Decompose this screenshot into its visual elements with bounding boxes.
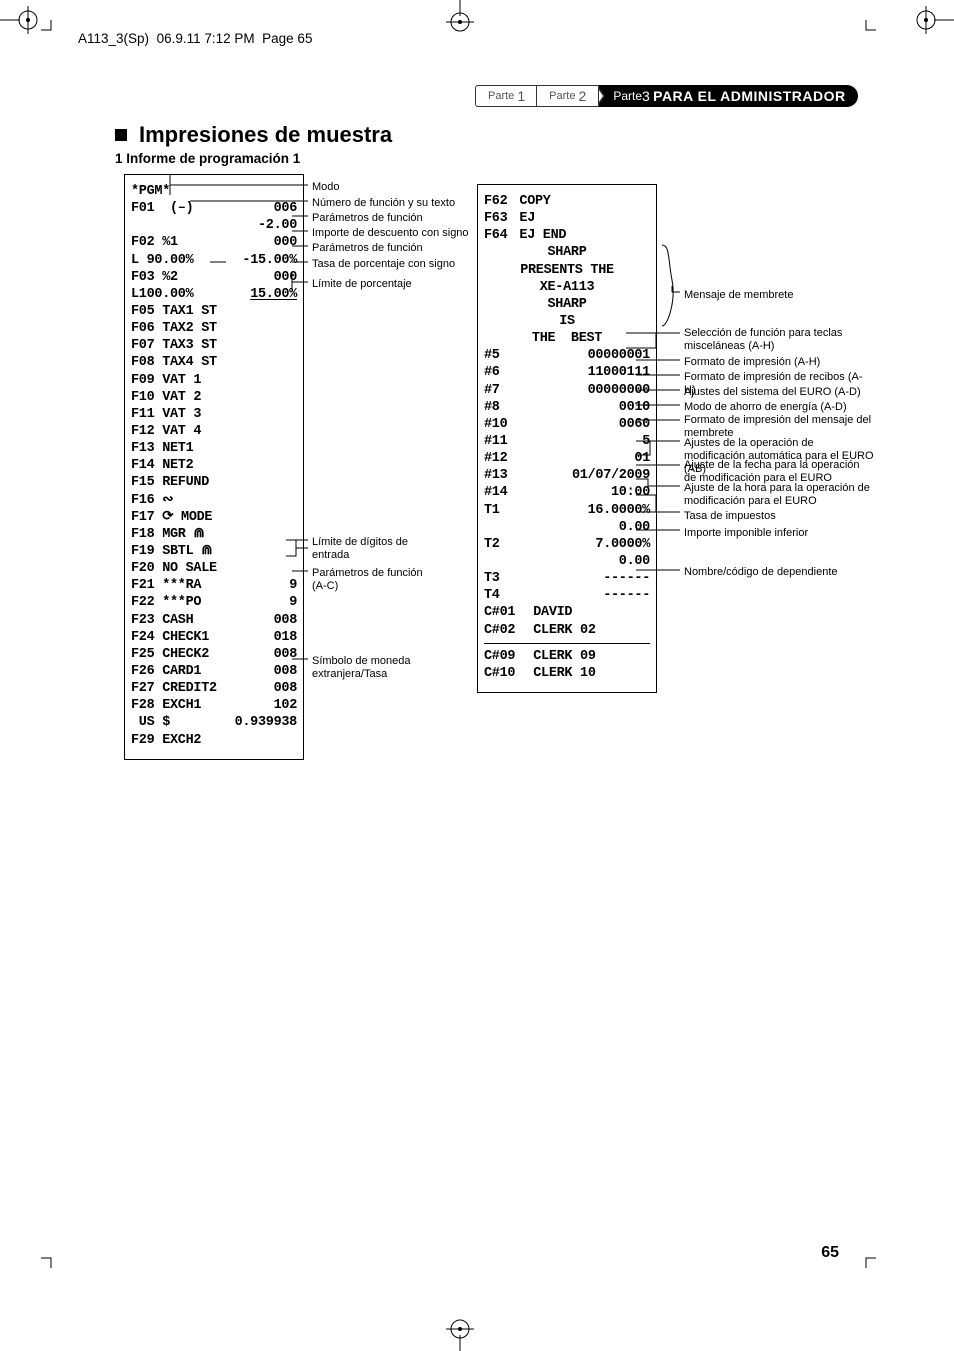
receipt-row: F11 VAT 3 (131, 406, 297, 423)
receipt-row: F27 CREDIT2008 (131, 680, 297, 697)
receipt-row: T4------ (484, 587, 650, 604)
receipt-row: *PGM* (131, 183, 297, 200)
receipt-row: F15 REFUND (131, 474, 297, 491)
section-subtitle: 1 Informe de programación 1 (115, 152, 300, 166)
annotation-right: Formato de impresión (A-H) (684, 356, 874, 369)
receipt-row: F22 ***PO9 (131, 594, 297, 611)
corner-tl (41, 20, 59, 38)
receipt-row: #1201 (484, 450, 650, 467)
section-title: Impresiones de muestra (139, 124, 392, 146)
receipt-left: *PGM*F01 (–)006-2.00F02 %1000L 90.00%-15… (124, 174, 304, 760)
receipt-row: F25 CHECK2008 (131, 646, 297, 663)
receipt-row: F18 MGR ⋒ (131, 526, 297, 543)
logo-line: IS (484, 313, 650, 330)
receipt-row: -2.00 (131, 217, 297, 234)
annotation-left: Parámetros de función (312, 242, 472, 255)
receipt-row: L 90.00%-15.00% (131, 252, 297, 269)
annotation-left: Tasa de porcentaje con signo (312, 258, 472, 271)
receipt-row: #1410:00 (484, 484, 650, 501)
receipt-row: F06 TAX2 ST (131, 320, 297, 337)
receipt-row: #115 (484, 433, 650, 450)
receipt-row: C#10CLERK 10 (484, 665, 650, 682)
receipt-row: #100060 (484, 416, 650, 433)
receipt-row: F24 CHECK1018 (131, 629, 297, 646)
receipt-row: T3------ (484, 570, 650, 587)
page-number: 65 (821, 1245, 839, 1261)
logo-line: SHARP (484, 244, 650, 261)
receipt-row: #80010 (484, 399, 650, 416)
logo-line: THE BEST (484, 330, 650, 347)
annotation-right: Ajuste de la hora para la operación de m… (684, 482, 874, 508)
pdf-header: A113_3(Sp) 06.9.11 7:12 PM Page 65 (78, 32, 312, 46)
receipt-row: US $0.939938 (131, 714, 297, 731)
receipt-row: C#02CLERK 02 (484, 622, 650, 639)
receipt-row: 0.00 (484, 519, 650, 536)
annotation-right: Selección de función para teclas miscelá… (684, 327, 874, 353)
receipt-row: C#09CLERK 09 (484, 648, 650, 665)
logo-line: SHARP (484, 296, 650, 313)
receipt-row: #500000001 (484, 347, 650, 364)
corner-br (858, 1250, 876, 1268)
receipt-row: #700000000 (484, 382, 650, 399)
receipt-row: F17 ⟳ MODE (131, 509, 297, 526)
crop-mark-right (908, 0, 954, 40)
receipt-row: F01 (–)006 (131, 200, 297, 217)
annotation-left: Límite de dígitos deentrada (312, 536, 472, 562)
annotation-right: Ajustes del sistema del EURO (A-D) (684, 386, 874, 399)
receipt-row: F21 ***RA9 (131, 577, 297, 594)
annotation-left: Símbolo de monedaextranjera/Tasa (312, 655, 472, 681)
crop-mark-left (0, 0, 46, 40)
receipt-row: L100.00%15.00% (131, 286, 297, 303)
receipt-row: F29 EXCH2 (131, 732, 297, 749)
annotation-right: Nombre/código de dependiente (684, 566, 874, 579)
crop-mark-bot (440, 1311, 480, 1351)
bc-parte1: Parte 1 (475, 85, 538, 107)
receipt-row: F07 TAX3 ST (131, 337, 297, 354)
annotation-left: Número de función y su texto (312, 197, 472, 210)
receipt-row: F12 VAT 4 (131, 423, 297, 440)
receipt-right: F62COPYF63EJF64EJ ENDSHARPPRESENTS THEXE… (477, 184, 657, 693)
annotation-right: Importe imponible inferior (684, 527, 874, 540)
section-bullet (115, 129, 127, 141)
receipt-row: F62COPY (484, 193, 650, 210)
receipt-row: #611000111 (484, 364, 650, 381)
annotation-left: Importe de descuento con signo (312, 227, 472, 240)
receipt-row: F14 NET2 (131, 457, 297, 474)
receipt-row: F10 VAT 2 (131, 389, 297, 406)
receipt-row: F08 TAX4 ST (131, 354, 297, 371)
receipt-row: F28 EXCH1102 (131, 697, 297, 714)
logo-line: PRESENTS THE (484, 262, 650, 279)
receipt-row: F02 %1000 (131, 234, 297, 251)
receipt-row: F20 NO SALE (131, 560, 297, 577)
breadcrumb: Parte 1 Parte 2 Parte3 PARA EL ADMINISTR… (475, 85, 858, 107)
receipt-row: T27.0000% (484, 536, 650, 553)
receipt-row: 0.00 (484, 553, 650, 570)
receipt-row: F09 VAT 1 (131, 372, 297, 389)
corner-tr (858, 20, 876, 38)
annotation-left: Parámetros de función(A-C) (312, 567, 472, 593)
annotation-left: Límite de porcentaje (312, 278, 472, 291)
receipt-row: F05 TAX1 ST (131, 303, 297, 320)
annotation-left: Modo (312, 181, 472, 194)
annotation-right: Modo de ahorro de energía (A-D) (684, 401, 874, 414)
receipt-row: F19 SBTL ⋒ (131, 543, 297, 560)
receipt-row: T116.0000% (484, 502, 650, 519)
annotation-right: Mensaje de membrete (684, 289, 874, 302)
corner-bl (41, 1250, 59, 1268)
annotation-left: Parámetros de función (312, 212, 472, 225)
receipt-row: F23 CASH008 (131, 612, 297, 629)
logo-line: XE-A113 (484, 279, 650, 296)
annotation-right: Tasa de impuestos (684, 510, 874, 523)
receipt-row: F26 CARD1008 (131, 663, 297, 680)
receipt-row: F64EJ END (484, 227, 650, 244)
receipt-row: F16 ∾ (131, 492, 297, 509)
receipt-row: #1301/07/2009 (484, 467, 650, 484)
bc-parte3: Parte3 PARA EL ADMINISTRADOR (597, 85, 857, 107)
receipt-row: F13 NET1 (131, 440, 297, 457)
bc-parte2: Parte 2 (536, 85, 599, 107)
receipt-row: C#01DAVID (484, 604, 650, 621)
receipt-row: F63EJ (484, 210, 650, 227)
receipt-row: F03 %2000 (131, 269, 297, 286)
